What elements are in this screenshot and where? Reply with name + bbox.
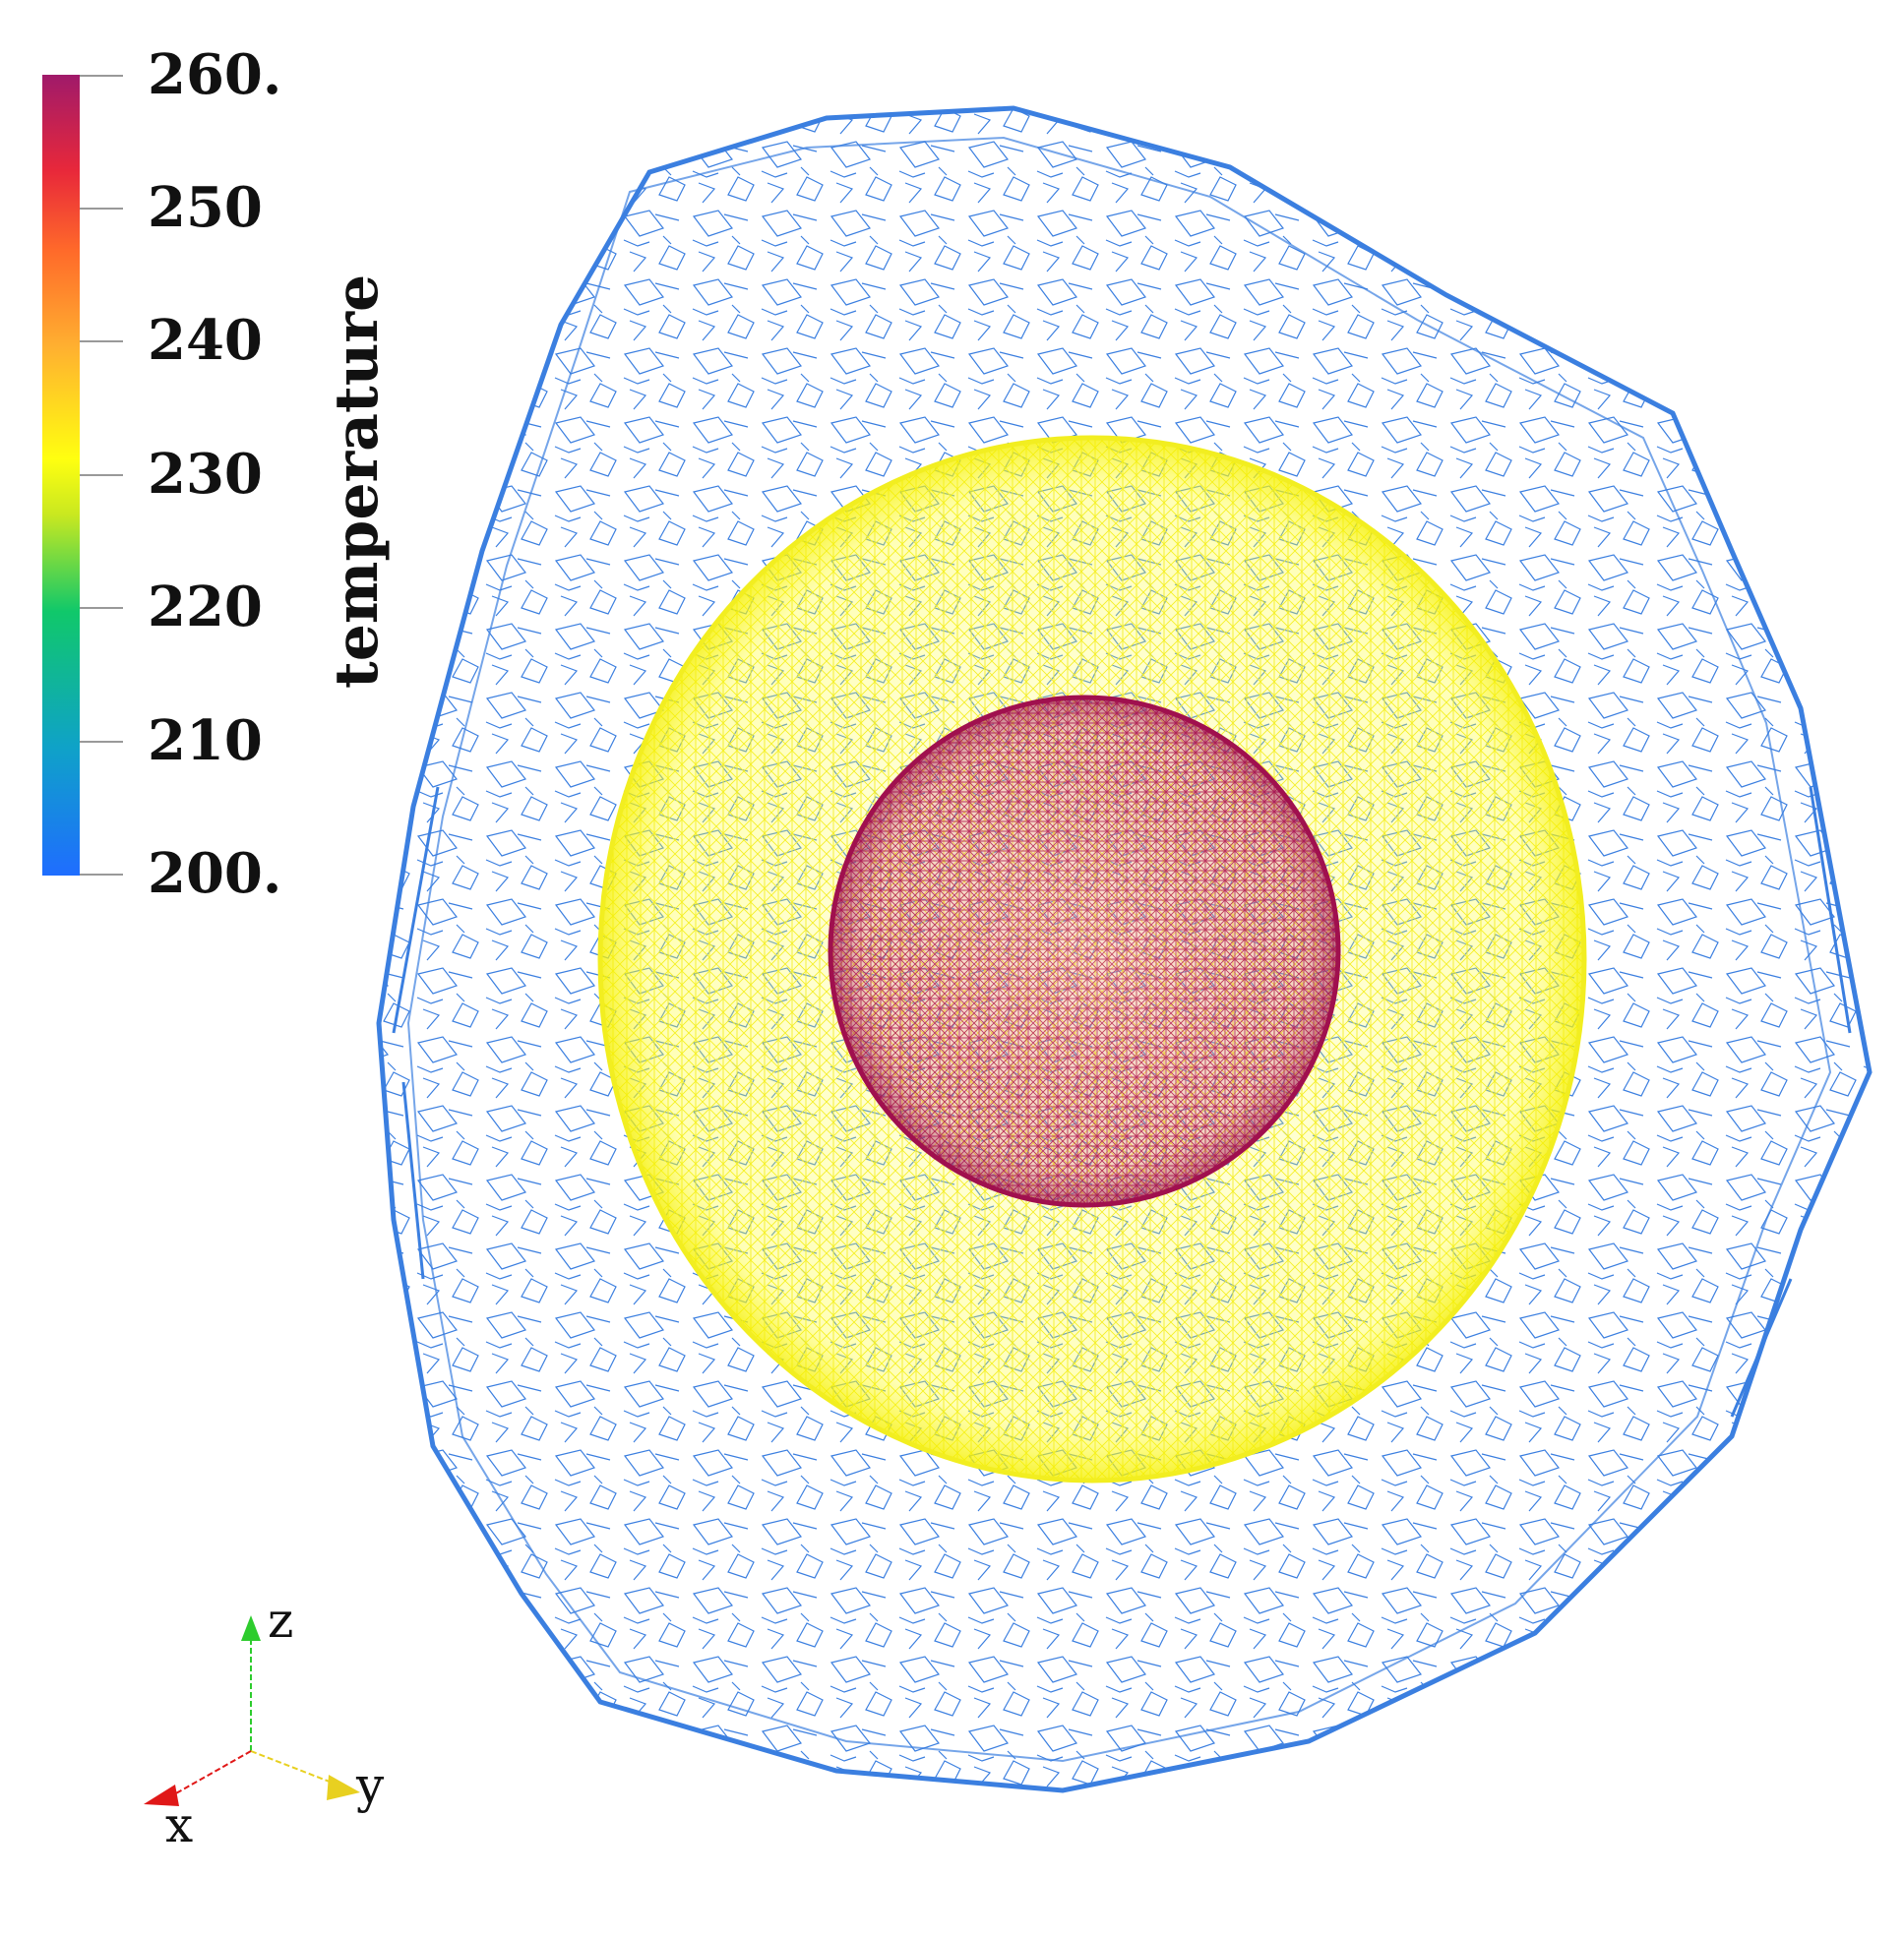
z-axis-arrow-icon <box>241 1615 261 1641</box>
x-axis-arrow-icon <box>144 1785 179 1806</box>
colorbar <box>42 75 123 876</box>
colorbar-tick-label: 250 <box>148 175 263 240</box>
colorbar-tick-label: 230 <box>148 442 263 507</box>
colorbar-tick-label: 240 <box>148 308 263 373</box>
colorbar-tick-label: 200. <box>148 841 282 906</box>
inner-sphere-mesh <box>828 695 1341 1208</box>
colorbar-tick-label: 210 <box>148 708 263 773</box>
colorbar-ticks <box>80 75 123 876</box>
z-axis-label: z <box>268 1592 294 1649</box>
colorbar-gradient <box>42 75 80 876</box>
x-axis-label: x <box>165 1796 194 1853</box>
orientation-axes <box>144 1615 360 1806</box>
y-axis-arrow-icon <box>327 1775 360 1800</box>
x-axis-line <box>166 1750 252 1799</box>
y-axis-label: y <box>356 1757 385 1814</box>
colorbar-title: temperature <box>323 273 392 689</box>
colorbar-tick-label: 260. <box>148 42 282 107</box>
y-axis-line <box>250 1750 340 1787</box>
colorbar-tick-label: 220 <box>148 575 263 639</box>
